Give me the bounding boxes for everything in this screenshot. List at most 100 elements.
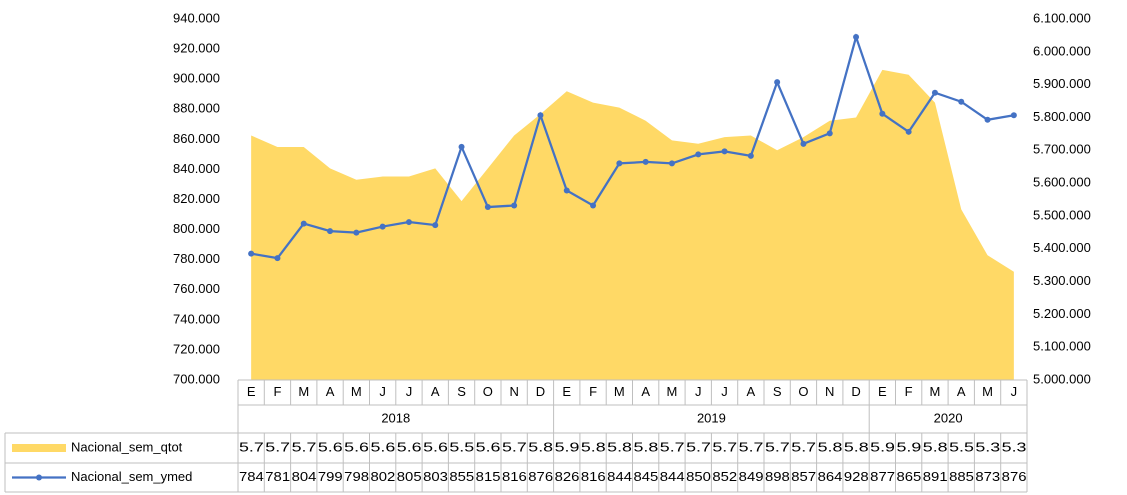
y-tick-label: 820.000 [173, 191, 220, 206]
marker [616, 160, 623, 167]
x-tick-label: A [747, 384, 756, 399]
group-label: 2018 [381, 410, 410, 425]
group-label: 2019 [697, 410, 726, 425]
y-tick-label: 760.000 [173, 281, 220, 296]
x-tick-label: S [773, 384, 782, 399]
y-tick-label: 780.000 [173, 251, 220, 266]
marker [721, 148, 728, 155]
legend-label: Nacional_sem_ymed [71, 469, 192, 484]
y2-tick-label: 5.000.000 [1033, 371, 1091, 386]
x-tick-label: J [379, 384, 386, 399]
x-tick-label: A [957, 384, 966, 399]
y-tick-label: 940.000 [173, 10, 220, 25]
marker [537, 112, 544, 119]
y-tick-label: 720.000 [173, 341, 220, 356]
marker [379, 223, 386, 230]
x-tick-label: A [431, 384, 440, 399]
table-value: 5.9 [870, 439, 895, 454]
x-tick-label: A [641, 384, 650, 399]
table-value: 855 [449, 469, 474, 484]
marker [563, 187, 570, 194]
y2-tick-label: 5.300.000 [1033, 273, 1091, 288]
legend-label: Nacional_sem_qtot [71, 439, 183, 454]
table-value: 5.7 [686, 439, 711, 454]
table-value: 5.7 [239, 439, 264, 454]
marker [405, 219, 412, 226]
x-tick-label: M [982, 384, 993, 399]
table-value: 5.3 [1002, 439, 1027, 454]
table-value: 781 [265, 469, 290, 484]
y2-tick-label: 5.400.000 [1033, 240, 1091, 255]
table-value: 5.8 [818, 439, 843, 454]
table-value: 5.5 [949, 439, 974, 454]
table-value: 5.5 [449, 439, 474, 454]
y2-tick-label: 5.100.000 [1033, 339, 1091, 354]
table-value: 898 [765, 469, 790, 484]
x-tick-label: E [247, 384, 256, 399]
table-value: 802 [371, 469, 396, 484]
marker [590, 202, 597, 209]
table-value: 798 [344, 469, 369, 484]
table-value: 784 [239, 469, 264, 484]
y2-tick-label: 5.800.000 [1033, 109, 1091, 124]
y-tick-label: 860.000 [173, 131, 220, 146]
table-value: 857 [791, 469, 816, 484]
table-value: 5.9 [555, 439, 580, 454]
x-tick-label: J [721, 384, 728, 399]
x-tick-label: M [614, 384, 625, 399]
table-value: 5.9 [897, 439, 922, 454]
table-value: 5.6 [371, 439, 396, 454]
marker [668, 160, 675, 167]
table-value: 876 [528, 469, 553, 484]
x-tick-label: E [878, 384, 887, 399]
marker [300, 220, 307, 227]
table-value: 5.6 [397, 439, 422, 454]
table-value: 5.8 [607, 439, 632, 454]
marker [432, 222, 439, 229]
marker [853, 34, 860, 41]
table-value: 805 [397, 469, 422, 484]
marker [984, 116, 991, 123]
table-value: 826 [555, 469, 580, 484]
table-value: 804 [292, 469, 317, 484]
y-tick-label: 920.000 [173, 41, 220, 56]
y-tick-label: 840.000 [173, 161, 220, 176]
marker [774, 79, 781, 86]
table-value: 5.7 [502, 439, 527, 454]
marker [274, 255, 281, 262]
y2-tick-label: 5.700.000 [1033, 142, 1091, 157]
y2-tick-label: 6.100.000 [1033, 10, 1091, 25]
x-tick-label: F [905, 384, 913, 399]
marker [353, 229, 360, 236]
table-value: 5.8 [923, 439, 948, 454]
table-value: 5.6 [476, 439, 501, 454]
table-value: 877 [870, 469, 895, 484]
x-tick-label: M [930, 384, 941, 399]
table-value: 5.8 [528, 439, 553, 454]
table-value: 876 [1002, 469, 1027, 484]
y2-tick-label: 5.500.000 [1033, 207, 1091, 222]
table-value: 816 [581, 469, 606, 484]
marker [1010, 112, 1017, 119]
legend-key [12, 444, 66, 452]
table-value: 850 [686, 469, 711, 484]
marker [826, 130, 833, 137]
table-value: 5.8 [581, 439, 606, 454]
table-value: 865 [897, 469, 922, 484]
x-tick-label: M [351, 384, 362, 399]
x-tick-label: A [326, 384, 335, 399]
y2-tick-label: 5.200.000 [1033, 306, 1091, 321]
x-tick-label: E [562, 384, 571, 399]
table-value: 5.8 [844, 439, 869, 454]
x-tick-label: O [483, 384, 493, 399]
marker [800, 140, 807, 147]
x-tick-label: M [298, 384, 309, 399]
table-value: 816 [502, 469, 527, 484]
table-value: 5.7 [712, 439, 737, 454]
marker [248, 250, 255, 257]
line [250, 33, 1015, 260]
marker [642, 158, 649, 165]
x-tick-label: J [1011, 384, 1018, 399]
x-tick-label: D [851, 384, 860, 399]
table-value: 852 [712, 469, 737, 484]
